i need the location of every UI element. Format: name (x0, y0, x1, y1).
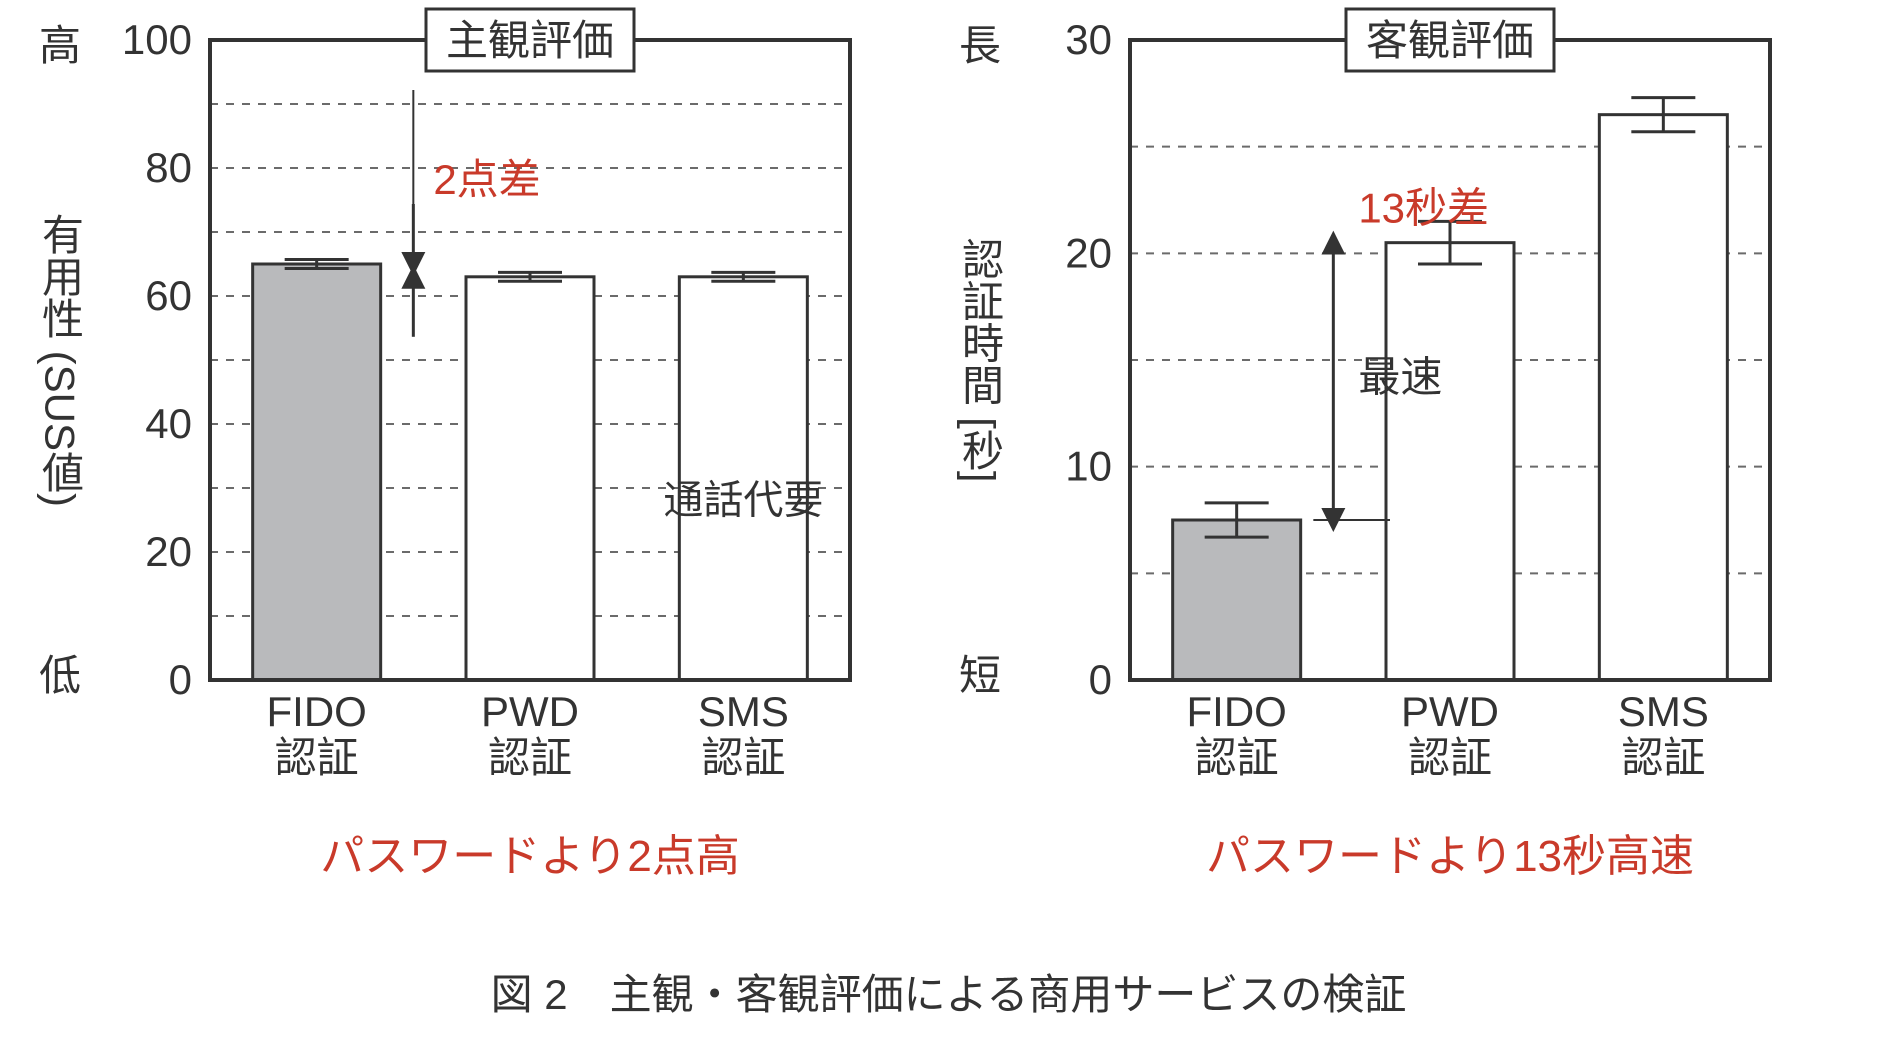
bar-0 (253, 264, 381, 680)
ytick-label: 100 (122, 16, 192, 63)
chart-title: 主観評価 (446, 17, 614, 64)
bar-1 (1386, 243, 1514, 680)
xtick-label: 認証 (1195, 734, 1279, 781)
ytick-label: 10 (1065, 443, 1112, 490)
diff-label: 13秒差 (1358, 185, 1489, 232)
xtick-label: 認証 (488, 734, 572, 781)
sms-note: 通話代要 (663, 479, 823, 523)
xtick-label: 認証 (1621, 734, 1705, 781)
ytick-label: 20 (145, 528, 192, 575)
ytick-label: 80 (145, 144, 192, 191)
figure-container: 020406080100FIDO認証PWD認証SMS認証高低有用性 (SUS値)… (0, 0, 1897, 1042)
left-chart: 020406080100FIDO認証PWD認証SMS認証高低有用性 (SUS値)… (37, 9, 851, 781)
xtick-label: PWD (1401, 688, 1499, 735)
figure-caption: 図 2 主観・客観評価による商用サービスの検証 (0, 961, 1897, 1022)
ytick-label: 40 (145, 400, 192, 447)
charts-svg: 020406080100FIDO認証PWD認証SMS認証高低有用性 (SUS値)… (0, 0, 1897, 870)
ytick-label: 60 (145, 272, 192, 319)
left-conclusion: パスワードより2点高 (150, 820, 910, 884)
ytick-label: 30 (1065, 16, 1112, 63)
bar-0 (1173, 520, 1301, 680)
xtick-label: SMS (698, 688, 789, 735)
ytick-label: 0 (1089, 656, 1112, 703)
right-conclusion: パスワードより13秒高速 (1070, 820, 1830, 884)
ytick-label: 20 (1065, 229, 1112, 276)
diff-label: 2点差 (433, 156, 540, 203)
xtick-label: 認証 (1408, 734, 1492, 781)
xtick-label: PWD (481, 688, 579, 735)
right-chart: 0102030FIDO認証PWD認証SMS認証長短認証時間 [秒]客観評価13秒… (957, 9, 1771, 781)
chart-title: 客観評価 (1366, 17, 1534, 64)
yaxis-top-label: 長 (959, 22, 1001, 69)
xtick-label: FIDO (267, 688, 367, 735)
xtick-label: SMS (1618, 688, 1709, 735)
yaxis-top-label: 高 (39, 22, 81, 69)
yaxis-bottom-label: 短 (959, 652, 1001, 699)
yaxis-label: 有用性 (SUS値) (37, 213, 84, 507)
xtick-label: FIDO (1187, 688, 1287, 735)
fastest-label: 最速 (1358, 353, 1442, 400)
bar-2 (1599, 115, 1727, 680)
ytick-label: 0 (169, 656, 192, 703)
yaxis-bottom-label: 低 (39, 652, 81, 699)
yaxis-label: 認証時間 [秒] (957, 237, 1004, 482)
xtick-label: 認証 (701, 734, 785, 781)
bar-1 (466, 277, 594, 680)
xtick-label: 認証 (275, 734, 359, 781)
